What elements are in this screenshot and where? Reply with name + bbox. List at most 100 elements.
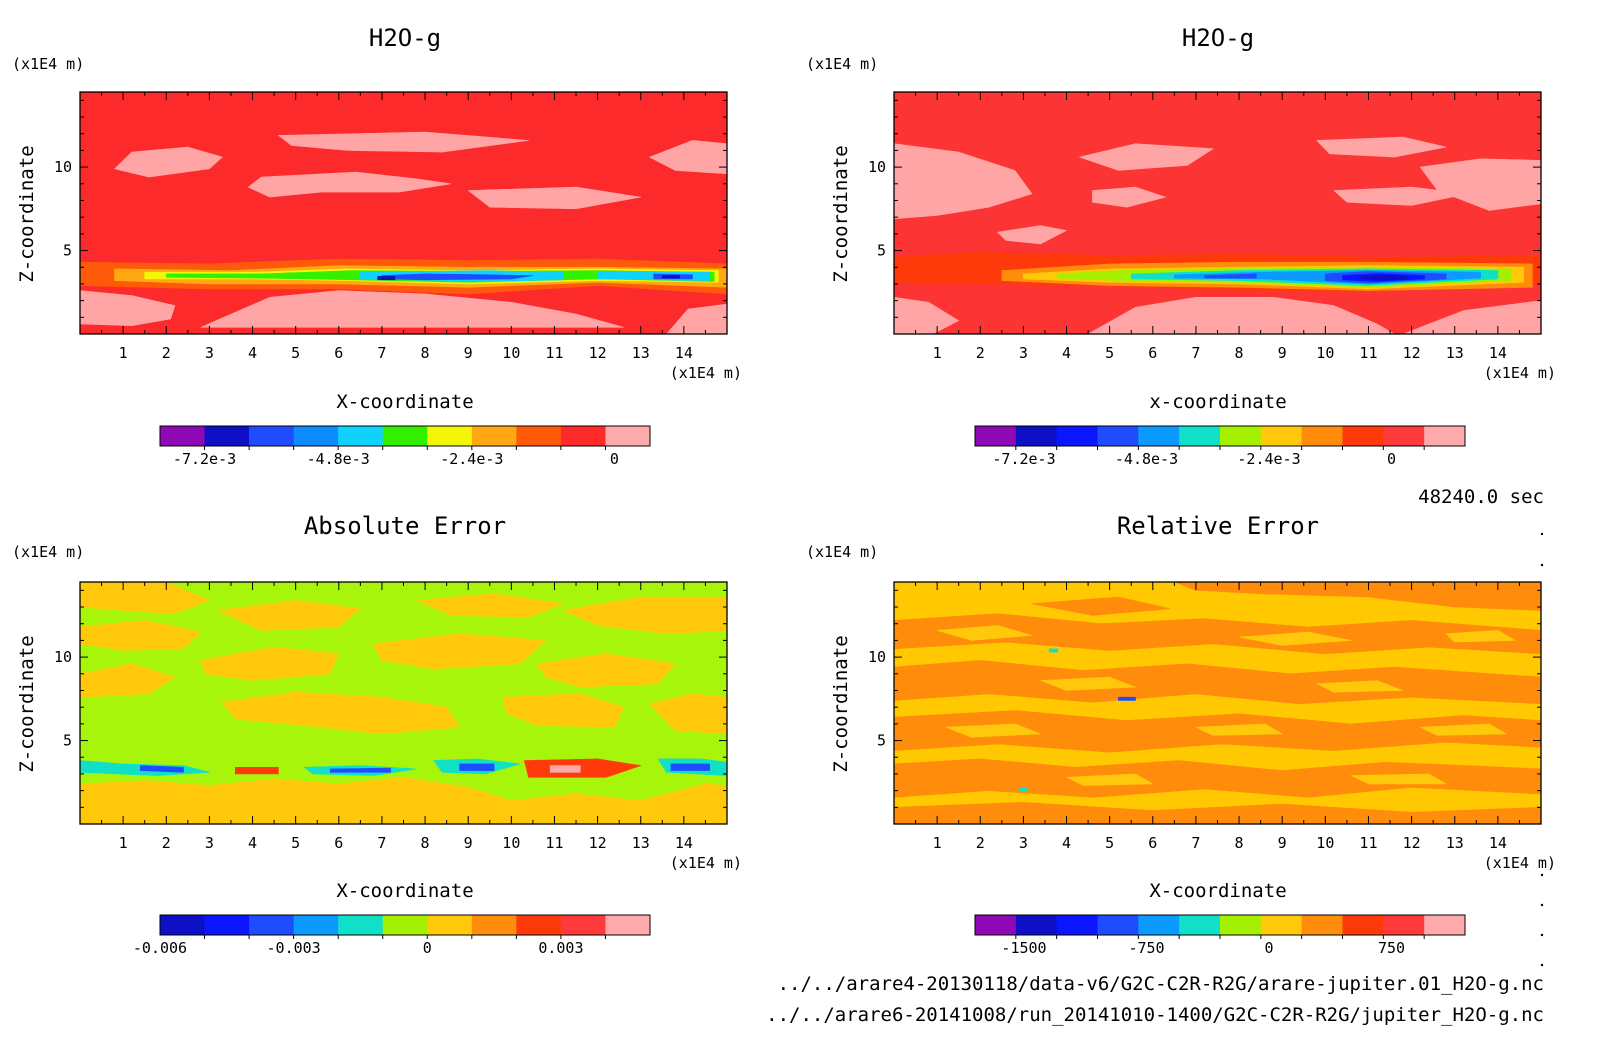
contour-region: [945, 723, 1041, 738]
contour-region: [329, 767, 391, 773]
colorbar-label: -7.2e-3: [992, 450, 1055, 468]
contour-field: [894, 582, 1541, 824]
x-unit-label: (x1E4 m): [1484, 854, 1556, 872]
contour-region: [80, 663, 176, 698]
contour-region: [666, 303, 727, 334]
colorbar-label: -4.8e-3: [307, 450, 370, 468]
contour-field: [80, 92, 727, 334]
y-tick-label: 10: [868, 648, 886, 666]
colorbar-swatch: [1342, 426, 1384, 446]
contour-region: [80, 620, 202, 651]
colorbar-swatch: [1424, 426, 1466, 446]
contour-region: [1359, 274, 1408, 281]
colorbar-swatch: [1383, 915, 1425, 935]
x-tick-label: 14: [1489, 834, 1507, 852]
panel-title: Absolute Error: [304, 512, 506, 540]
x-tick-label: 7: [377, 834, 386, 852]
x-tick-label: 3: [205, 344, 214, 362]
x-tick-label: 11: [1359, 344, 1377, 362]
panel-title: Relative Error: [1117, 512, 1319, 540]
panel-h2o-g-new: H2O-g (x1E4 m) Z-coordinate (x1E4 m) x-c…: [806, 24, 1556, 468]
x-tick-label: 8: [421, 834, 430, 852]
contour-region: [1018, 786, 1028, 791]
colorbar-swatch: [382, 426, 428, 446]
contour-region: [1445, 630, 1516, 643]
contour-region: [1316, 136, 1447, 158]
colorbar-swatch: [1138, 915, 1180, 935]
x-tick-label: 11: [1359, 834, 1377, 852]
colorbar-swatch: [427, 426, 473, 446]
contour-region: [894, 660, 1541, 705]
contour-region: [1195, 723, 1283, 736]
contour-region: [278, 131, 529, 153]
x-axis-label: x-coordinate: [1149, 391, 1286, 413]
contour-region: [1333, 186, 1468, 206]
colorbar-swatch: [560, 426, 606, 446]
y-tick-label: 10: [54, 158, 72, 176]
x-tick-label: 11: [545, 834, 563, 852]
y-axis-label: Z-coordinate: [830, 145, 852, 282]
x-axis-label: X-coordinate: [336, 880, 473, 902]
panel-title: H2O-g: [369, 24, 441, 52]
panel-relative-error: Relative Error (x1E4 m) Z-coordinate (x1…: [806, 512, 1556, 957]
contour-background: [894, 92, 1541, 334]
colorbar-swatch: [1342, 915, 1384, 935]
y-axis-label: Z-coordinate: [16, 145, 38, 282]
y-axis-label: Z-coordinate: [830, 635, 852, 772]
colorbar-swatch: [1056, 426, 1098, 446]
colorbar-swatch: [1056, 915, 1098, 935]
x-tick-label: 12: [589, 344, 607, 362]
x-tick-label: 8: [1235, 344, 1244, 362]
x-tick-label: 9: [1278, 344, 1287, 362]
colorbar-frame: [159, 425, 651, 447]
x-tick-label: 10: [502, 344, 520, 362]
x-tick-label: 3: [1019, 344, 1028, 362]
contour-region: [894, 296, 960, 334]
panel-h2o-g-reference: H2O-g (x1E4 m) Z-coordinate (x1E4 m) X-c…: [12, 24, 742, 468]
x-tick-label: 1: [933, 834, 942, 852]
colorbar-swatch: [1097, 426, 1139, 446]
x-unit-label: (x1E4 m): [670, 854, 742, 872]
x-tick-label: 6: [334, 834, 343, 852]
contour-region: [562, 596, 727, 635]
contour-region: [1092, 186, 1166, 208]
x-tick-label: 4: [1062, 834, 1071, 852]
x-tick-label: 9: [464, 344, 473, 362]
colorbar-swatch: [516, 426, 562, 446]
contour-field: [80, 582, 727, 824]
x-tick-label: 2: [976, 834, 985, 852]
colorbar-swatch: [160, 915, 206, 935]
x-tick-label: 13: [1446, 344, 1464, 362]
x-tick-label: 3: [205, 834, 214, 852]
contour-region: [1066, 773, 1154, 786]
x-unit-label: (x1E4 m): [1484, 364, 1556, 382]
colorbar-swatch: [560, 915, 606, 935]
contour-region: [536, 653, 676, 688]
contour-region: [467, 186, 642, 210]
x-tick-label: 1: [933, 344, 942, 362]
contour-region: [1204, 273, 1257, 279]
x-tick-label: 4: [1062, 344, 1071, 362]
y-tick-label: 5: [63, 242, 72, 260]
colorbar-label: 750: [1378, 939, 1405, 957]
x-unit-label: (x1E4 m): [670, 364, 742, 382]
colorbar-swatch: [471, 915, 517, 935]
x-tick-label: 12: [589, 834, 607, 852]
x-tick-label: 8: [421, 344, 430, 362]
contour-region: [235, 766, 279, 775]
time-label: 48240.0 sec: [1418, 486, 1544, 508]
contour-region: [936, 625, 1033, 641]
colorbar-swatch: [293, 426, 339, 446]
colorbar-swatch: [516, 915, 562, 935]
colorbar-label: 0: [610, 450, 619, 468]
contour-region: [1087, 296, 1395, 334]
x-tick-label: 2: [162, 344, 171, 362]
y-tick-label: 5: [877, 732, 886, 750]
colorbar-swatch: [1097, 915, 1139, 935]
colorbar-label: 0: [1264, 939, 1273, 957]
contour-region: [997, 225, 1067, 245]
contour-region: [416, 593, 564, 618]
x-tick-label: 5: [291, 834, 300, 852]
colorbar-label: -0.006: [133, 939, 187, 957]
y-tick-label: 5: [877, 242, 886, 260]
